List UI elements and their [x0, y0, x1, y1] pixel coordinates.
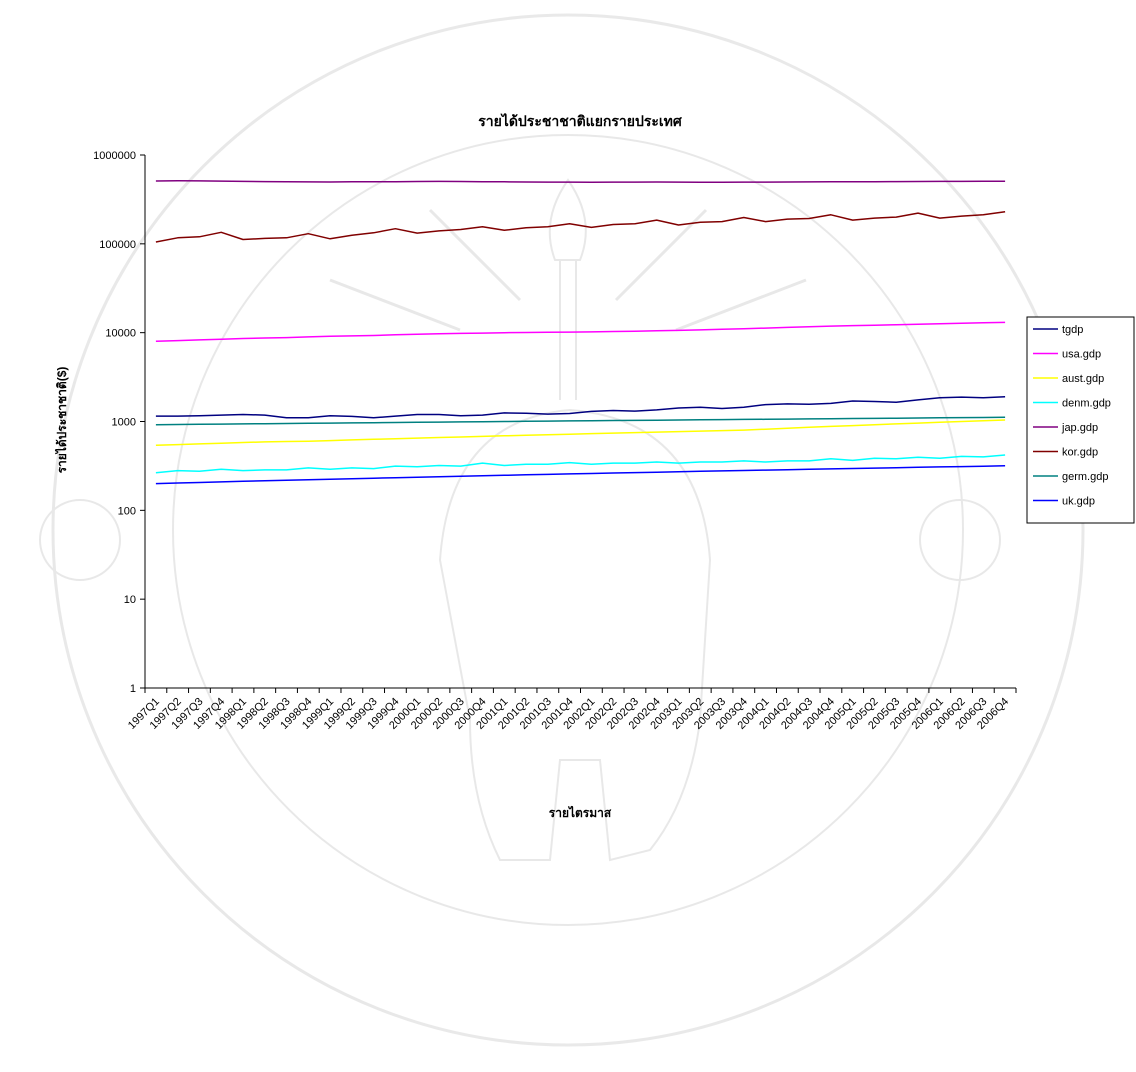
legend-label: jap.gdp: [1061, 422, 1098, 434]
series-line-aust-gdp: [155, 419, 1006, 447]
seal-emblem-torch: [548, 178, 587, 400]
seal-emblem-elephant: [438, 408, 712, 862]
series-line-kor-gdp: [155, 210, 1006, 243]
seal-outer-ring: [51, 13, 1085, 1047]
legend: tgdp usa.gdp aust.gdp denm.gdp jap.gdp kor.gd…: [1026, 316, 1135, 524]
legend-label: kor.gdp: [1062, 447, 1098, 459]
seal-inner-ring: [172, 134, 964, 926]
seal-flower-left: [39, 499, 121, 581]
y-ticks: 1 10 100 1000 10000 100000 1000000: [93, 150, 145, 695]
university-seal-watermark: [39, 13, 1085, 1047]
series-line-usa-gdp: [155, 321, 1006, 343]
seal-flower-right: [919, 499, 1001, 581]
legend-label: tgdp: [1062, 324, 1083, 336]
y-tick-label: 1: [130, 683, 136, 695]
legend-label: germ.gdp: [1062, 471, 1108, 483]
legend-label: denm.gdp: [1062, 398, 1111, 410]
y-tick-label: 10: [124, 594, 136, 606]
series-line-denm-gdp: [155, 454, 1006, 474]
legend-label: aust.gdp: [1062, 373, 1104, 385]
chart-title: รายได้ประชาชาติแยกรายประเทศ: [478, 112, 683, 129]
y-tick-label: 1000000: [93, 150, 136, 162]
y-tick-label: 1000: [112, 417, 136, 429]
x-axis-label: รายไตรมาส: [549, 805, 612, 820]
y-tick-label: 100000: [99, 239, 136, 251]
series-line-tgdp: [155, 395, 1006, 419]
series-lines: [155, 180, 1006, 485]
series-line-jap-gdp: [155, 180, 1006, 184]
x-ticks: 1997Q11997Q21997Q31997Q41998Q11998Q21998…: [126, 688, 1017, 732]
seal-rays: [329, 208, 807, 332]
legend-label: usa.gdp: [1062, 349, 1101, 361]
legend-frame: [1026, 316, 1135, 524]
y-tick-label: 10000: [105, 328, 136, 340]
series-line-uk-gdp: [155, 465, 1006, 485]
series-line-germ-gdp: [155, 416, 1006, 426]
y-tick-label: 100: [118, 505, 136, 517]
y-axis-label: รายได้ประชาชาติ($): [54, 367, 69, 474]
legend-label: uk.gdp: [1062, 496, 1095, 508]
